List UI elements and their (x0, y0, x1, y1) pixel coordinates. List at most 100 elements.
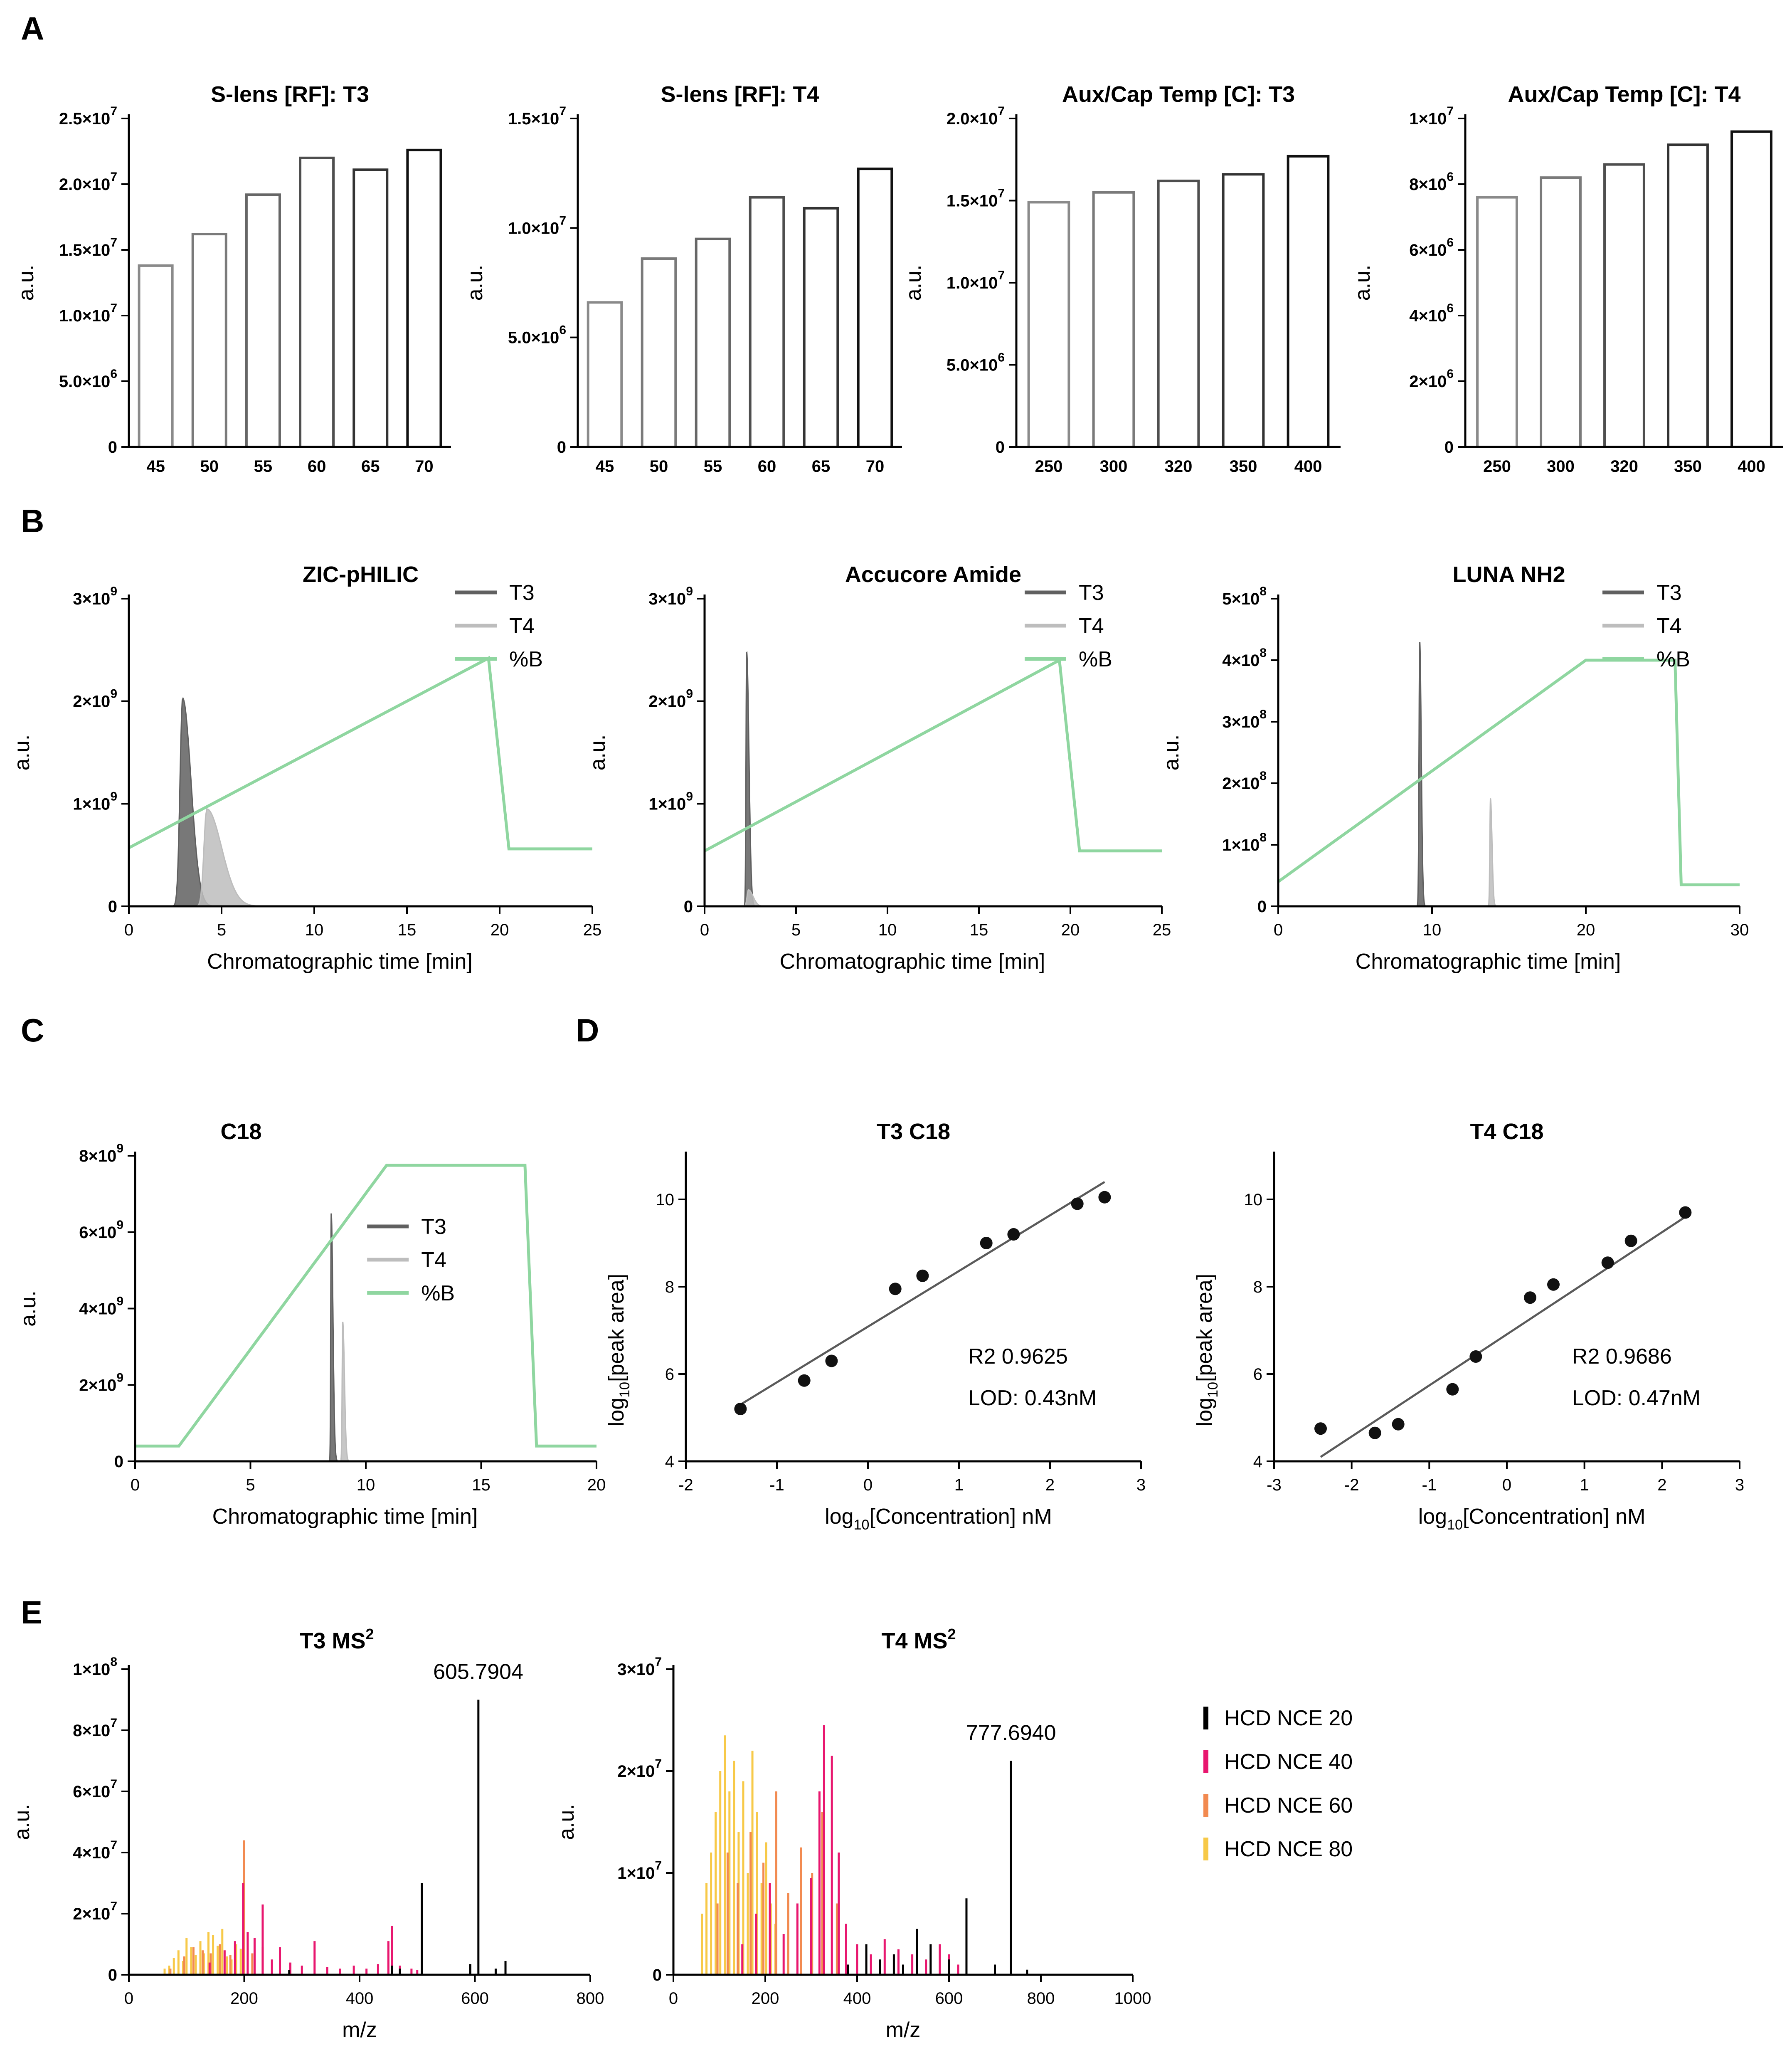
a4-ytick-label: 8×106 (1409, 170, 1454, 194)
b1-legend-label: T4 (509, 614, 535, 638)
b3-ytick-label: 5×108 (1222, 585, 1267, 608)
b1-title: ZIC-pHILIC (303, 562, 419, 587)
d2-ytick-label: 8 (1253, 1278, 1262, 1296)
e1-xtick-label: 0 (124, 1989, 133, 2008)
d2-data-point (1314, 1422, 1327, 1435)
a1-bar (352, 168, 389, 448)
e1-ytick-label: 6×107 (73, 1777, 117, 1801)
d1-ytick-label: 4 (665, 1453, 674, 1471)
legend-swatch-3 (1203, 1794, 1208, 1817)
d2-data-point (1469, 1350, 1482, 1363)
b2-legend-label: T3 (1079, 581, 1104, 605)
e1-xtick-label: 200 (230, 1989, 258, 2008)
c1-ytick-label: 2×109 (79, 1371, 123, 1394)
a4-xtick-label: 320 (1610, 457, 1638, 476)
e2-xtick-label: 1000 (1114, 1989, 1151, 2008)
e1-ytick-label: 8×107 (73, 1716, 117, 1740)
a2-ytick-label: 1.0×107 (508, 214, 566, 237)
a1-ylabel: a.u. (14, 265, 38, 301)
c1-xtick-label: 15 (472, 1476, 491, 1494)
e1-xlabel: m/z (342, 2018, 377, 2042)
a4-xtick-label: 350 (1674, 457, 1702, 476)
d2-xtick-label: 1 (1580, 1476, 1589, 1494)
c1-title: C18 (220, 1119, 261, 1144)
c1-xtick-label: 5 (246, 1476, 255, 1494)
a3-bar (1287, 155, 1330, 449)
a2-xtick-label: 45 (596, 457, 614, 476)
a2-ytick-label: 5.0×106 (508, 323, 566, 347)
d1-xtick-label: -2 (678, 1476, 693, 1494)
b3-xlabel: Chromatographic time [min] (1356, 950, 1621, 974)
d1-xtick-label: -1 (769, 1476, 784, 1494)
a3-ytick-label: 0 (996, 438, 1005, 456)
e2-ytick-label: 3×107 (617, 1655, 662, 1679)
a4-xtick-label: 250 (1483, 457, 1511, 476)
legend-swatch-2 (1203, 1750, 1208, 1773)
a1-ytick-label: 2.5×107 (59, 104, 117, 128)
a4-ylabel: a.u. (1351, 265, 1375, 301)
d2-xtick-label: -3 (1267, 1476, 1282, 1494)
a2-ytick-label: 1.5×107 (508, 104, 566, 128)
b1-ylabel: a.u. (10, 735, 34, 771)
e1-ytick-label: 4×107 (73, 1838, 117, 1862)
a3-title: Aux/Cap Temp [C]: T3 (1062, 82, 1295, 107)
panel-letter-b: B (21, 503, 44, 539)
d2-xtick-label: -1 (1422, 1476, 1437, 1494)
b1-ytick-label: 0 (108, 898, 117, 916)
b2-xtick-label: 15 (970, 921, 988, 939)
d1-fit-line (740, 1181, 1105, 1406)
e2-ytick-label: 0 (653, 1966, 662, 1984)
b1-legend-label: T3 (509, 581, 535, 605)
d1-data-point (734, 1403, 747, 1415)
a1-xtick-label: 65 (361, 457, 380, 476)
b1-legend-label: %B (509, 647, 543, 671)
e2-xlabel: m/z (886, 2018, 921, 2042)
e2-xtick-label: 0 (669, 1989, 678, 2008)
b2-peak-t3 (741, 651, 765, 907)
e1-ytick-label: 0 (108, 1966, 117, 1984)
e1-xtick-label: 400 (346, 1989, 374, 2008)
d2-xtick-label: -2 (1344, 1476, 1359, 1494)
legend-label-4: HCD NCE 80 (1224, 1837, 1353, 1861)
a3-xtick-label: 350 (1230, 457, 1257, 476)
a3-bar (1027, 201, 1070, 448)
b1-ytick-label: 1×109 (73, 789, 117, 813)
a3-bar (1222, 173, 1265, 448)
d1-data-point (1098, 1191, 1111, 1204)
a3-xtick-label: 250 (1035, 457, 1063, 476)
chromatogram-c18: C18 a.u. Chromatographic time [min] 0 2×109 4… (16, 1119, 606, 1529)
calibration-t3-c18: T3 C18 log10[peak area] log10[Concentratio… (604, 1119, 1146, 1533)
b3-ytick-label: 4×108 (1222, 646, 1267, 670)
c1-ytick-label: 6×109 (79, 1218, 123, 1242)
c1-ytick-label: 0 (114, 1453, 123, 1471)
d1-ytick-label: 6 (665, 1365, 674, 1384)
b3-title: LUNA NH2 (1452, 562, 1565, 587)
c1-xtick-label: 0 (131, 1476, 140, 1494)
b3-xtick-label: 30 (1730, 921, 1749, 939)
panel-letter-d: D (576, 1012, 599, 1048)
b2-xtick-label: 0 (700, 921, 709, 939)
d1-ylabel: log10[peak area] (604, 1274, 633, 1426)
legend-label-3: HCD NCE 60 (1224, 1793, 1353, 1818)
b3-ylabel: a.u. (1159, 735, 1183, 771)
legend-swatch-1 (1203, 1707, 1208, 1729)
d2-data-point (1601, 1256, 1614, 1269)
d2-title: T4 C18 (1470, 1119, 1543, 1144)
c1-xtick-label: 10 (357, 1476, 375, 1494)
b2-xtick-label: 5 (791, 921, 801, 939)
a4-ytick-label: 1×107 (1409, 104, 1454, 128)
d1-r2: R2 0.9625 (968, 1344, 1068, 1369)
b2-title: Accucore Amide (845, 562, 1021, 587)
e1-ylabel: a.u. (10, 1804, 34, 1840)
d1-data-point (825, 1354, 838, 1367)
d2-xtick-label: 3 (1735, 1476, 1744, 1494)
b1-xtick-label: 15 (398, 921, 417, 939)
d1-data-point (1071, 1197, 1084, 1210)
b3-gradient-line (1277, 659, 1740, 886)
bar-chart-auxcap-t4: Aux/Cap Temp [C]: T4 a.u. 250 300 320 350 400 0… (1351, 82, 1783, 476)
a3-ytick-label: 2.0×107 (947, 104, 1005, 128)
a3-ytick-label: 1.0×107 (947, 269, 1005, 292)
a2-xtick-label: 65 (812, 457, 831, 476)
a2-xtick-label: 50 (650, 457, 668, 476)
